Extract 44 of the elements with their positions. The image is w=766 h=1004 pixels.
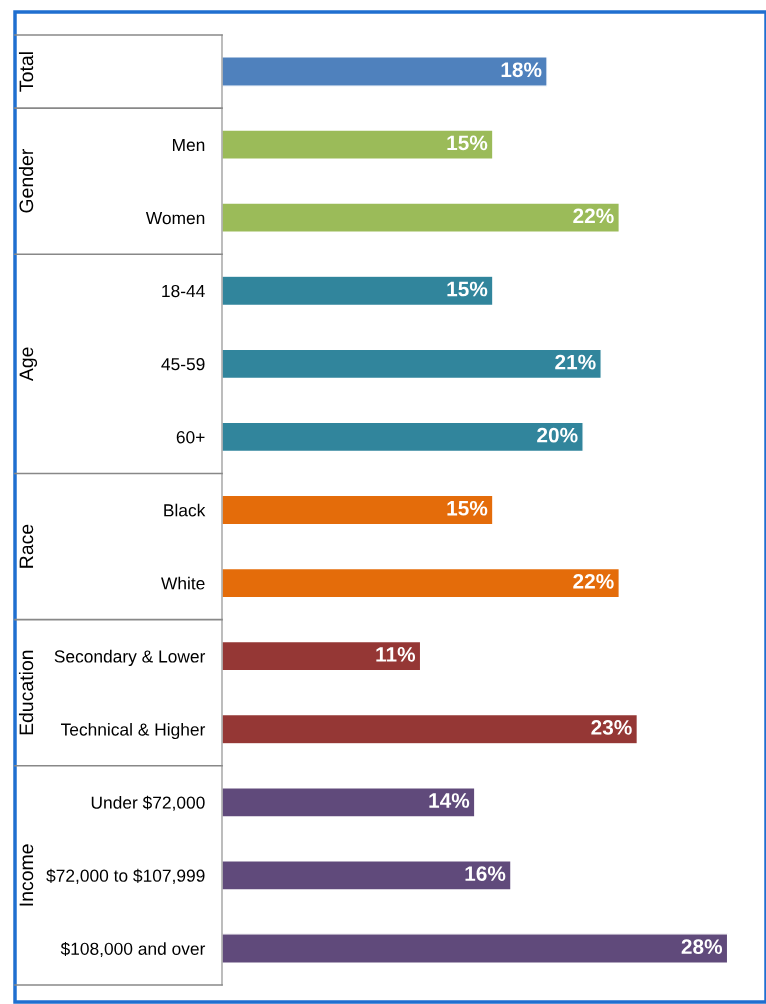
y-tick-label: Technical & Higher [60,722,206,740]
data-label: 21% [555,354,596,370]
y-tick-label: White [161,576,205,590]
data-label: 22% [573,208,614,224]
y-tick-label: Under $72,000 [91,795,205,811]
bar [222,640,422,672]
y-tick-label: 60+ [176,431,205,444]
y-tick-label: Women [145,212,205,225]
text: Race [19,524,34,568]
y-tick-label: 18-44 [162,284,205,298]
bar [222,933,729,964]
data-label: 18% [501,62,542,78]
text: Gender [18,149,34,213]
data-label: 15% [447,500,488,516]
bar [222,494,494,526]
bar [222,786,476,818]
bar [222,860,512,891]
y-tick-label: $72,000 to $107,999 [46,868,205,884]
data-label: 20% [537,427,578,443]
y-tick-label: $108,000 and over [60,941,206,957]
data-label: 16% [465,866,506,881]
bar [222,202,620,234]
text: Age [19,347,38,382]
bar [222,129,494,160]
bar [222,348,602,380]
text: Education [18,650,34,735]
data-label: 11% [376,647,416,662]
bar [222,567,620,599]
y-tick-label: Black [164,503,206,517]
data-label: 22% [573,573,614,589]
bar [222,713,639,745]
data-label: 15% [447,281,488,297]
data-label: 14% [429,793,470,808]
y-tick-label: Secondary & Lower [54,649,206,667]
bar [222,275,494,307]
bar [222,56,548,87]
data-label: 28% [681,939,723,955]
text: Total [18,52,34,92]
data-label: 23% [591,720,632,735]
y-tick-label: Men [172,138,205,152]
data-label: 15% [447,135,488,151]
text: Income [19,844,34,906]
bar [222,421,584,453]
y-tick-label: 45-59 [161,358,205,371]
